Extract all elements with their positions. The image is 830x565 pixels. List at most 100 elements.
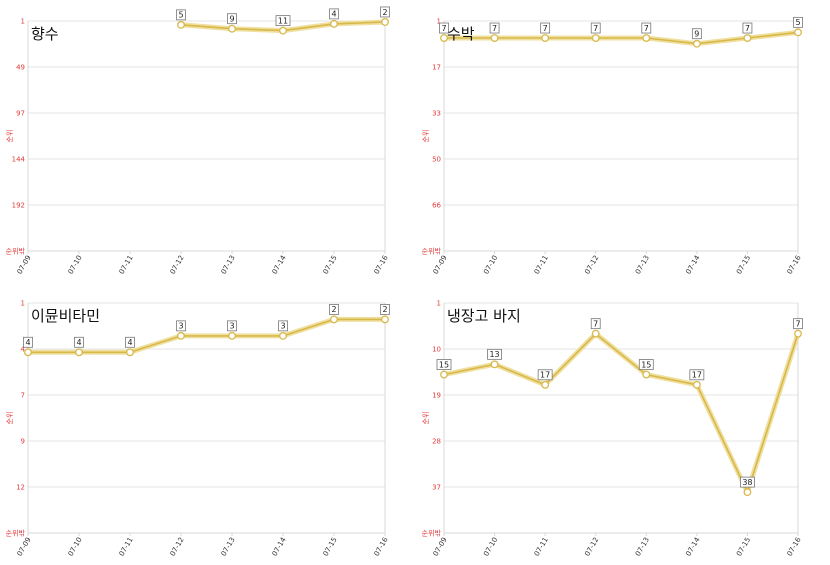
y-tick-label: 66: [432, 202, 441, 210]
data-label: 2: [382, 8, 387, 17]
data-label: 13: [489, 350, 499, 359]
data-label-box: [537, 369, 553, 381]
data-label-box: [176, 320, 186, 332]
data-point: [228, 331, 236, 340]
data-point: [541, 380, 550, 389]
y-tick-label: 97: [16, 110, 25, 118]
data-label: 2: [382, 305, 387, 314]
y-axis-label: 순위: [422, 412, 430, 425]
x-tick-label: 07-11: [533, 536, 550, 558]
data-label: 9: [694, 30, 699, 39]
y-tick-label: 1: [437, 18, 441, 26]
x-tick-label: 07-14: [271, 254, 288, 276]
data-point: [642, 370, 651, 379]
data-point: [743, 34, 752, 42]
x-tick-label: 07-13: [634, 536, 651, 558]
y-tick-label: 19: [432, 392, 441, 400]
data-label: 17: [540, 371, 550, 380]
x-tick-label: 07-15: [322, 254, 339, 276]
y-axis-label: 순위: [6, 412, 14, 425]
x-tick-label: 07-16: [786, 254, 803, 276]
data-point: [440, 34, 448, 42]
data-label-box: [742, 22, 753, 34]
x-tick-label: 07-15: [735, 254, 752, 276]
data-label: 15: [439, 360, 449, 369]
data-label: 3: [178, 322, 183, 331]
data-label: 4: [25, 338, 30, 347]
y-tick-label: 50: [432, 156, 441, 164]
y-tick-label: 192: [12, 202, 25, 210]
data-label-box: [691, 28, 702, 40]
series-line: [443, 31, 799, 45]
x-tick-label: 07-12: [583, 536, 600, 558]
chart-title: 향수: [31, 25, 59, 43]
y-tick-label: 1: [21, 18, 25, 26]
data-label: 15: [641, 360, 651, 369]
data-point: [794, 329, 802, 338]
data-point: [381, 315, 389, 324]
data-point: [330, 19, 338, 28]
x-tick-label: 07-16: [373, 254, 390, 276]
x-tick-label: 07-13: [220, 254, 237, 276]
chart-2: 1 17 33 50 66 순위밖 순위 07-09 07-10 07-11 07-12 07-13 0…: [422, 16, 803, 276]
x-tick-label: 07-10: [482, 254, 499, 276]
data-point: [177, 331, 185, 340]
data-point: [330, 315, 338, 324]
data-point: [24, 348, 32, 357]
data-label: 7: [593, 319, 598, 328]
data-label: 9: [229, 14, 234, 23]
y-tick-label: 순위밖: [6, 529, 26, 538]
data-label-box: [227, 320, 237, 332]
x-tick-label: 07-15: [322, 536, 339, 558]
data-label-box: [638, 359, 654, 370]
data-label-box: [380, 304, 390, 315]
data-label: 7: [795, 319, 800, 328]
data-point: [279, 331, 287, 340]
y-tick-label: 37: [432, 484, 441, 492]
x-tick-label: 07-14: [271, 536, 288, 558]
data-label: 4: [76, 338, 81, 347]
data-label: 7: [593, 24, 598, 33]
y-tick-label: 33: [432, 110, 441, 118]
data-label-box: [329, 304, 339, 315]
data-label-box: [439, 22, 449, 34]
x-tick-label: 07-11: [118, 536, 135, 558]
data-label-box: [641, 22, 652, 34]
data-point: [794, 28, 802, 37]
data-label-box: [74, 336, 84, 348]
data-point: [591, 329, 600, 338]
y-axis-label: 순위: [6, 130, 14, 143]
data-label: 17: [692, 371, 702, 380]
data-label-box: [487, 348, 502, 360]
data-label-box: [380, 6, 390, 18]
data-label-box: [23, 336, 33, 348]
data-point: [743, 488, 752, 497]
data-label-box: [740, 476, 755, 488]
data-point: [692, 380, 701, 389]
data-label: 2: [331, 305, 336, 314]
data-label-box: [689, 369, 705, 381]
data-label-box: [329, 8, 339, 20]
x-tick-label: 07-11: [118, 254, 135, 276]
x-tick-label: 07-10: [482, 536, 499, 558]
chart-title: 이뮨비타민: [31, 307, 100, 325]
y-tick-label: 4: [21, 346, 26, 354]
y-tick-label: 9: [21, 438, 25, 446]
data-point: [126, 348, 134, 357]
y-tick-label: 순위밖: [6, 247, 26, 256]
data-label-box: [590, 318, 601, 330]
data-label: 5: [795, 18, 800, 27]
series-line: [27, 318, 386, 354]
x-tick-label: 07-13: [220, 536, 237, 558]
data-label: 38: [742, 478, 752, 487]
data-label: 7: [441, 24, 446, 33]
data-label-box: [227, 13, 237, 25]
x-tick-label: 07-11: [533, 254, 550, 276]
data-label-box: [793, 16, 803, 28]
chart-title: 냉장고 바지: [447, 307, 521, 325]
data-label-box: [590, 22, 601, 34]
chart-4: 1 10 19 28 37 순위밖 순위 07-09 07-10 07-11 07-12 07-13 0…: [422, 300, 803, 558]
x-tick-label: 07-13: [634, 254, 651, 276]
